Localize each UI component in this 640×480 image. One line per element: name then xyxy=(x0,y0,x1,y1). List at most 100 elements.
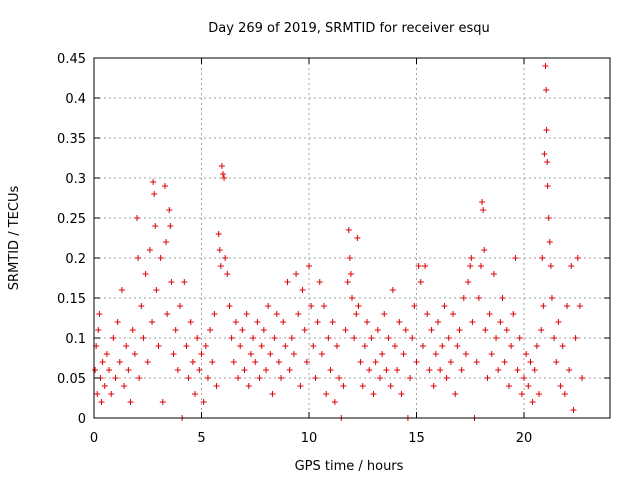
data-point xyxy=(475,295,482,301)
data-point xyxy=(237,343,244,349)
data-point xyxy=(267,351,274,357)
data-point xyxy=(551,335,558,341)
axis-ticks: 0 0.05 0.1 0.15 0.2 0.25 0.3 0.35 0.4 0.45 0 5 10 15 2… xyxy=(57,52,610,446)
data-point xyxy=(387,383,394,389)
data-point xyxy=(254,319,261,325)
y-tick-label: 0.2 xyxy=(65,252,86,267)
data-point xyxy=(435,319,441,325)
data-point xyxy=(146,247,153,253)
data-point xyxy=(568,263,575,269)
data-point xyxy=(318,351,325,357)
data-point xyxy=(351,335,358,341)
chart-title: Day 269 of 2019, SRMTID for receiver esq… xyxy=(208,21,489,36)
data-point xyxy=(366,367,373,373)
data-point xyxy=(454,343,461,349)
data-point xyxy=(202,343,209,349)
data-point xyxy=(168,279,175,285)
data-point xyxy=(140,335,147,341)
data-point xyxy=(221,175,228,181)
data-point xyxy=(497,319,504,325)
data-point xyxy=(540,303,547,309)
data-point xyxy=(250,335,257,341)
data-point xyxy=(211,311,218,317)
data-point xyxy=(310,343,317,349)
data-point xyxy=(321,303,328,309)
data-point xyxy=(437,367,444,373)
x-tick-label: 0 xyxy=(90,431,98,446)
data-point xyxy=(385,335,392,341)
data-point xyxy=(481,247,488,253)
data-point xyxy=(224,271,231,277)
data-point xyxy=(157,255,164,261)
data-point xyxy=(411,303,418,309)
y-axis-label: SRMTID / TECUs xyxy=(7,186,22,291)
y-tick-label: 0.35 xyxy=(57,132,86,147)
data-point xyxy=(553,359,560,365)
data-point xyxy=(510,311,517,317)
data-point xyxy=(544,183,551,189)
y-tick-label: 0.3 xyxy=(65,172,86,187)
data-point xyxy=(136,375,143,381)
data-point xyxy=(239,327,246,333)
data-point xyxy=(536,391,543,397)
data-point xyxy=(340,383,347,389)
data-point xyxy=(167,223,174,229)
data-point xyxy=(213,383,220,389)
data-point xyxy=(192,391,199,397)
data-point xyxy=(278,375,285,381)
data-point xyxy=(275,359,282,365)
y-tick-label: 0.1 xyxy=(65,332,86,347)
data-point xyxy=(361,343,368,349)
data-point xyxy=(525,383,532,389)
data-point xyxy=(478,263,484,269)
y-tick-label: 0.25 xyxy=(57,212,86,227)
data-point xyxy=(112,375,119,381)
data-point xyxy=(271,335,278,341)
data-point xyxy=(345,227,352,233)
data-point xyxy=(92,367,99,373)
data-point xyxy=(204,375,211,381)
data-point xyxy=(516,335,523,341)
data-point xyxy=(346,255,353,261)
data-point xyxy=(327,367,334,373)
data-point xyxy=(116,359,123,365)
data-point xyxy=(381,311,388,317)
y-tick-label: 0.15 xyxy=(57,292,86,307)
data-point xyxy=(441,303,448,309)
y-tick-label: 0.4 xyxy=(65,92,86,107)
data-point xyxy=(142,271,149,277)
data-point xyxy=(218,163,225,169)
data-point xyxy=(217,263,224,269)
data-point xyxy=(161,183,168,189)
data-point xyxy=(415,263,422,269)
data-point xyxy=(484,375,491,381)
data-point xyxy=(170,351,177,357)
x-tick-label: 10 xyxy=(301,431,318,446)
data-point xyxy=(241,367,248,373)
data-point xyxy=(545,215,552,221)
data-point xyxy=(505,383,512,389)
data-point xyxy=(106,367,113,373)
data-point xyxy=(247,351,254,357)
data-point xyxy=(181,279,188,285)
data-point xyxy=(488,351,495,357)
data-point xyxy=(299,287,306,293)
data-point xyxy=(407,375,414,381)
data-point xyxy=(258,343,265,349)
data-point xyxy=(101,383,108,389)
x-tick-label: 5 xyxy=(197,431,205,446)
x-axis-label: GPS time / hours xyxy=(295,459,404,474)
data-point xyxy=(134,215,140,221)
data-point xyxy=(539,255,546,261)
data-point xyxy=(135,255,142,261)
data-point xyxy=(286,367,293,373)
data-point xyxy=(200,399,207,405)
data-point xyxy=(220,171,226,177)
data-point xyxy=(347,271,354,277)
data-point xyxy=(329,319,336,325)
data-point xyxy=(555,319,562,325)
data-point xyxy=(312,375,319,381)
data-point xyxy=(260,327,267,333)
data-point xyxy=(354,235,361,241)
data-point xyxy=(512,255,519,261)
